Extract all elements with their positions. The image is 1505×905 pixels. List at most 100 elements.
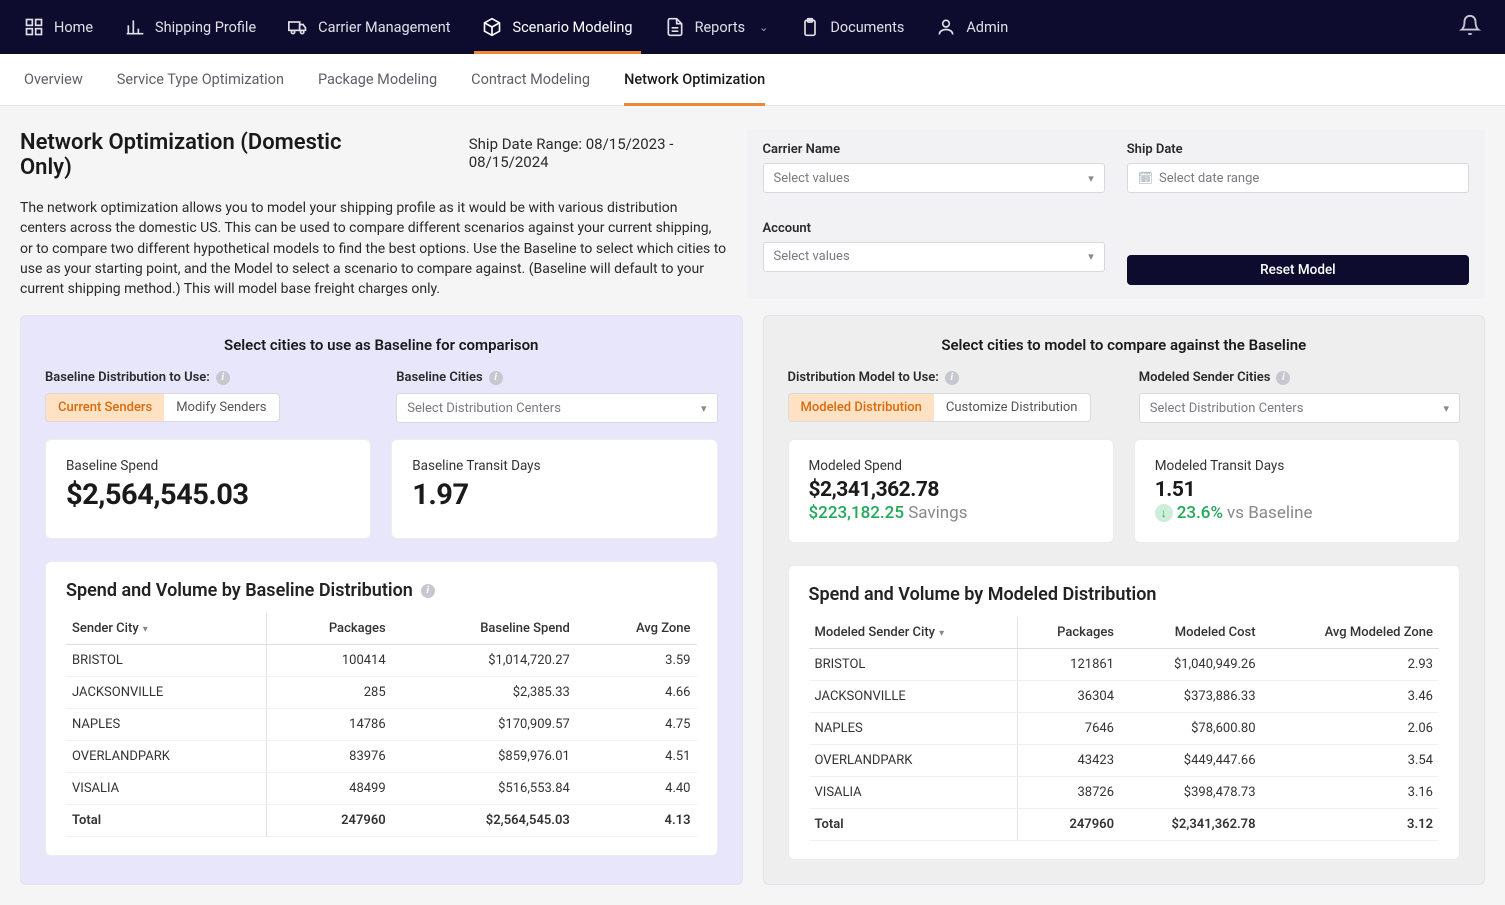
col-packages[interactable]: Packages	[266, 613, 392, 645]
nav-item-documents[interactable]: Documents	[800, 0, 904, 54]
chevron-down-icon: ▾	[701, 402, 707, 415]
col-sender-city[interactable]: Sender City▾	[66, 613, 266, 645]
cell-packages: 7646	[1018, 713, 1120, 745]
modeled-transit-card: Modeled Transit Days 1.51 ↓ 23.6% vs Bas…	[1134, 439, 1460, 543]
baseline-cities-label: Baseline Cities	[396, 370, 482, 385]
notifications-icon[interactable]	[1459, 14, 1481, 40]
cell-spend: $398,478.73	[1120, 777, 1262, 809]
carrier-label: Carrier Name	[763, 142, 1105, 157]
reset-model-button[interactable]: Reset Model	[1127, 255, 1469, 285]
col-modeled-cost[interactable]: Modeled Cost	[1120, 617, 1262, 649]
account-select[interactable]: Select values ▾	[763, 242, 1105, 272]
cell-packages: 247960	[266, 805, 392, 837]
nav-item-carrier-management[interactable]: Carrier Management	[288, 0, 450, 54]
nav-item-shipping-profile[interactable]: Shipping Profile	[125, 0, 256, 54]
cell-zone: 4.40	[576, 773, 697, 805]
carrier-select[interactable]: Select values ▾	[763, 163, 1105, 193]
info-icon[interactable]: i	[1276, 371, 1290, 385]
calendar-icon: 🗓	[1138, 171, 1153, 185]
tab-network-optimization[interactable]: Network Optimization	[624, 54, 765, 106]
tab-contract-modeling[interactable]: Contract Modeling	[471, 54, 590, 106]
account-label: Account	[763, 221, 1105, 236]
cell-zone: 2.93	[1262, 649, 1439, 681]
cell-zone: 4.51	[576, 741, 697, 773]
table-row: VISALIA48499$516,553.844.40	[66, 773, 697, 805]
baseline-transit-card: Baseline Transit Days 1.97	[391, 439, 717, 539]
model-cities-placeholder: Select Distribution Centers	[1150, 401, 1304, 416]
table-row: VISALIA38726$398,478.733.16	[809, 777, 1440, 809]
cell-zone: 4.66	[576, 677, 697, 709]
nav-item-label: Home	[54, 19, 93, 36]
seg-modeled-dist[interactable]: Modeled Distribution	[789, 394, 934, 421]
nav-item-home[interactable]: Home	[24, 0, 93, 54]
info-icon[interactable]: i	[216, 371, 230, 385]
seg-modify-senders[interactable]: Modify Senders	[164, 394, 278, 421]
filter-block: Carrier Name Select values ▾ Ship Date 🗓…	[747, 130, 1486, 299]
cell-city: NAPLES	[809, 713, 1018, 745]
cell-packages: 48499	[266, 773, 392, 805]
account-placeholder: Select values	[774, 249, 850, 264]
savings-amount: $223,182.25	[809, 503, 904, 522]
cell-spend: $2,385.33	[392, 677, 576, 709]
cell-city: BRISTOL	[66, 645, 266, 677]
savings-suffix: Savings	[908, 503, 967, 522]
tab-package-modeling[interactable]: Package Modeling	[318, 54, 437, 106]
model-cities-select[interactable]: Select Distribution Centers ▾	[1139, 393, 1460, 423]
nav-item-scenario-modeling[interactable]: Scenario Modeling	[482, 0, 632, 54]
cell-city: VISALIA	[809, 777, 1018, 809]
cell-packages: 100414	[266, 645, 392, 677]
nav-item-label: Documents	[830, 19, 904, 36]
seg-current-senders[interactable]: Current Senders	[46, 394, 164, 421]
cell-spend: $1,040,949.26	[1120, 649, 1262, 681]
tab-service-type-optimization[interactable]: Service Type Optimization	[117, 54, 284, 106]
model-cities-label: Modeled Sender Cities	[1139, 370, 1271, 385]
page-title: Network Optimization (Domestic Only)	[20, 130, 359, 180]
baseline-cities-select[interactable]: Select Distribution Centers ▾	[396, 393, 717, 423]
model-dist-segment: Modeled Distribution Customize Distribut…	[788, 393, 1091, 422]
model-panel-title: Select cities to model to compare agains…	[788, 336, 1461, 354]
baseline-dist-label: Baseline Distribution to Use:	[45, 370, 210, 385]
info-icon[interactable]: i	[945, 371, 959, 385]
modeled-spend-label: Modeled Spend	[809, 458, 1093, 474]
baseline-spend-label: Baseline Spend	[66, 458, 350, 474]
seg-customize-dist[interactable]: Customize Distribution	[934, 394, 1090, 421]
cell-spend: $2,564,545.03	[392, 805, 576, 837]
info-icon[interactable]: i	[421, 584, 435, 598]
col-modeled-city[interactable]: Modeled Sender City▾	[809, 617, 1018, 649]
table-row: BRISTOL100414$1,014,720.273.59	[66, 645, 697, 677]
col-avg-modeled-zone[interactable]: Avg Modeled Zone	[1262, 617, 1439, 649]
cell-zone: 3.59	[576, 645, 697, 677]
col-baseline-spend[interactable]: Baseline Spend	[392, 613, 576, 645]
page-description: The network optimization allows you to m…	[20, 198, 727, 299]
reset-wrap: Reset Model	[1127, 255, 1469, 285]
cell-zone: 4.13	[576, 805, 697, 837]
chevron-down-icon: ▾	[939, 628, 944, 639]
cell-city: JACKSONVILLE	[809, 681, 1018, 713]
chevron-down-icon: ⌄	[759, 21, 768, 34]
cube-icon	[482, 17, 502, 37]
tab-overview[interactable]: Overview	[24, 54, 83, 106]
nav-item-reports[interactable]: Reports⌄	[665, 0, 769, 54]
cell-spend: $449,447.66	[1120, 745, 1262, 777]
model-panel: Select cities to model to compare agains…	[763, 315, 1486, 885]
nav-item-admin[interactable]: Admin	[936, 0, 1008, 54]
cell-zone: 3.54	[1262, 745, 1439, 777]
col-packages[interactable]: Packages	[1018, 617, 1120, 649]
table-row: JACKSONVILLE36304$373,886.333.46	[809, 681, 1440, 713]
baseline-table: Sender City▾ Packages Baseline Spend Avg…	[66, 613, 697, 837]
shipdate-placeholder: Select date range	[1159, 171, 1259, 186]
cell-spend: $78,600.80	[1120, 713, 1262, 745]
home-icon	[24, 17, 44, 37]
info-icon[interactable]: i	[489, 371, 503, 385]
cell-packages: 285	[266, 677, 392, 709]
header-area: Network Optimization (Domestic Only) Shi…	[0, 106, 1505, 315]
chevron-down-icon: ▾	[1088, 172, 1094, 185]
nav-item-label: Scenario Modeling	[512, 19, 632, 36]
cell-city: Total	[809, 809, 1018, 841]
table-row: OVERLANDPARK83976$859,976.014.51	[66, 741, 697, 773]
col-avg-zone[interactable]: Avg Zone	[576, 613, 697, 645]
panels: Select cities to use as Baseline for com…	[0, 315, 1505, 905]
cell-packages: 14786	[266, 709, 392, 741]
shipdate-select[interactable]: 🗓 Select date range	[1127, 163, 1469, 193]
baseline-transit-label: Baseline Transit Days	[412, 458, 696, 474]
